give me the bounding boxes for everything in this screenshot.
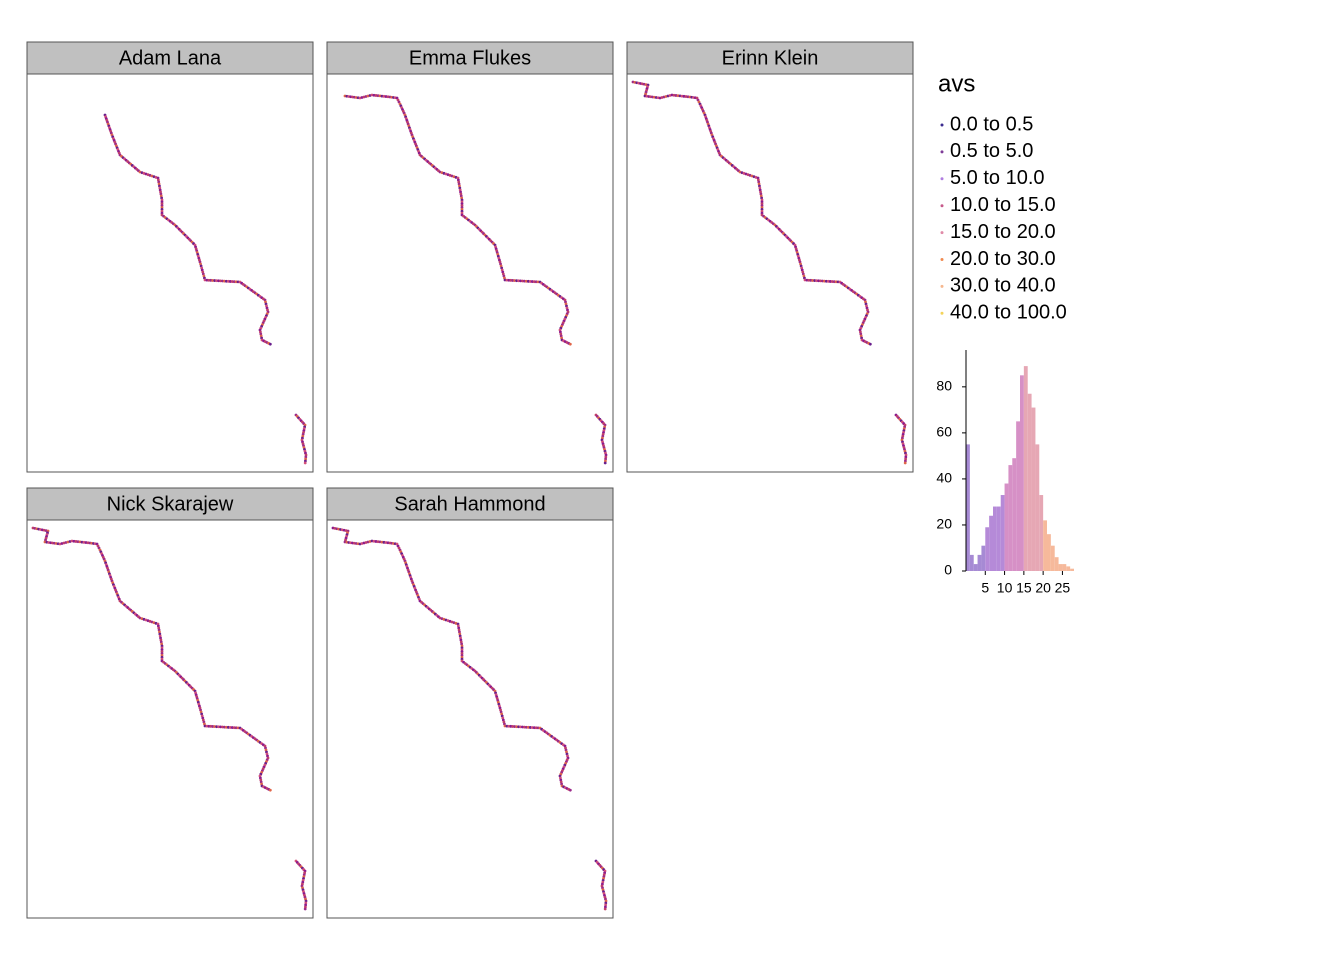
facet-strip (26, 41, 314, 75)
y-tick-label: 80 (936, 378, 952, 394)
histogram-bar (1020, 375, 1024, 571)
histogram-bar (1058, 564, 1063, 571)
histogram-bar (1004, 483, 1009, 571)
y-tick-label: 40 (936, 470, 952, 486)
legend-swatch (940, 311, 944, 315)
x-tick-label: 20 (1035, 580, 1051, 596)
histogram-bar (1039, 495, 1044, 571)
track-point (603, 907, 607, 911)
legend-label: 0.0 to 0.5 (950, 113, 1033, 135)
track-point (303, 461, 307, 465)
legend-title: avs (938, 70, 975, 97)
histogram-bar (1054, 557, 1059, 571)
track-point (603, 461, 607, 465)
x-tick-label: 25 (1055, 580, 1071, 596)
histogram-bar (1012, 458, 1017, 571)
y-tick-label: 60 (936, 424, 952, 440)
map-frame (26, 73, 314, 473)
facet-strip (626, 41, 914, 75)
legend-swatch (940, 231, 944, 235)
x-tick-label: 15 (1016, 580, 1032, 596)
histogram-bar (1066, 566, 1071, 571)
facet-panel: Adam Lana (26, 41, 314, 473)
histogram-bar (993, 506, 997, 571)
histogram-bar (1016, 421, 1020, 571)
histogram-bar (996, 506, 1001, 571)
x-tick-label: 10 (997, 580, 1013, 596)
map-frame (326, 73, 614, 473)
histogram-bar (989, 515, 993, 571)
track-point (568, 342, 572, 346)
histogram-bar (977, 554, 982, 571)
legend-swatch (940, 284, 944, 288)
histogram-bar (973, 564, 978, 571)
legend-swatch (940, 258, 944, 261)
map-frame (26, 519, 314, 919)
legend-label: 30.0 to 40.0 (950, 275, 1056, 297)
facet-panel: Nick Skarajew (26, 487, 314, 919)
facet-title: Emma Flukes (409, 47, 531, 69)
legend-label: 40.0 to 100.0 (950, 302, 1067, 324)
histogram-bar (1062, 564, 1067, 571)
map-frame (326, 519, 614, 919)
facet-title: Sarah Hammond (394, 493, 545, 515)
legend-label: 15.0 to 20.0 (950, 221, 1056, 243)
histogram-bar (1027, 393, 1032, 571)
x-tick-label: 5 (981, 580, 989, 596)
histogram-bar (969, 554, 974, 571)
histogram-bar (1023, 366, 1028, 571)
facet-title: Adam Lana (119, 47, 222, 69)
histogram-bar (1043, 520, 1047, 571)
histogram-bar (1047, 534, 1051, 571)
facet-panel: Emma Flukes (326, 41, 614, 473)
track-point (903, 461, 907, 465)
histogram-bar (1035, 444, 1040, 571)
histogram-bar (1031, 407, 1036, 571)
track-point (303, 907, 307, 911)
track-point (268, 788, 272, 792)
map-frame (626, 73, 914, 473)
legend-label: 0.5 to 5.0 (950, 140, 1033, 162)
facet-strip (26, 487, 314, 521)
legend-swatch (940, 177, 944, 181)
y-tick-label: 0 (944, 562, 952, 578)
histogram-bar (1070, 568, 1074, 571)
histogram-bar (1008, 465, 1013, 571)
facet-title: Erinn Klein (722, 47, 819, 69)
track-point (268, 342, 272, 346)
histogram-bar (966, 444, 970, 571)
histogram-bar (981, 545, 986, 571)
histogram-bar (1050, 545, 1055, 571)
facet-panel: Erinn Klein (626, 41, 914, 473)
legend-swatch (940, 150, 944, 154)
legend-swatch (940, 204, 944, 208)
histogram-bar (985, 527, 990, 571)
facet-strip (326, 487, 614, 521)
track-point (568, 788, 572, 792)
legend-label: 20.0 to 30.0 (950, 248, 1056, 270)
y-tick-label: 20 (936, 516, 952, 532)
legend-label: 5.0 to 10.0 (950, 167, 1045, 189)
histogram-bar (1000, 495, 1005, 571)
legend-label: 10.0 to 15.0 (950, 194, 1056, 216)
legend-swatch (940, 123, 944, 127)
track-point (868, 342, 872, 346)
facet-title: Nick Skarajew (107, 493, 234, 515)
facet-strip (326, 41, 614, 75)
facet-panel: Sarah Hammond (326, 487, 614, 919)
